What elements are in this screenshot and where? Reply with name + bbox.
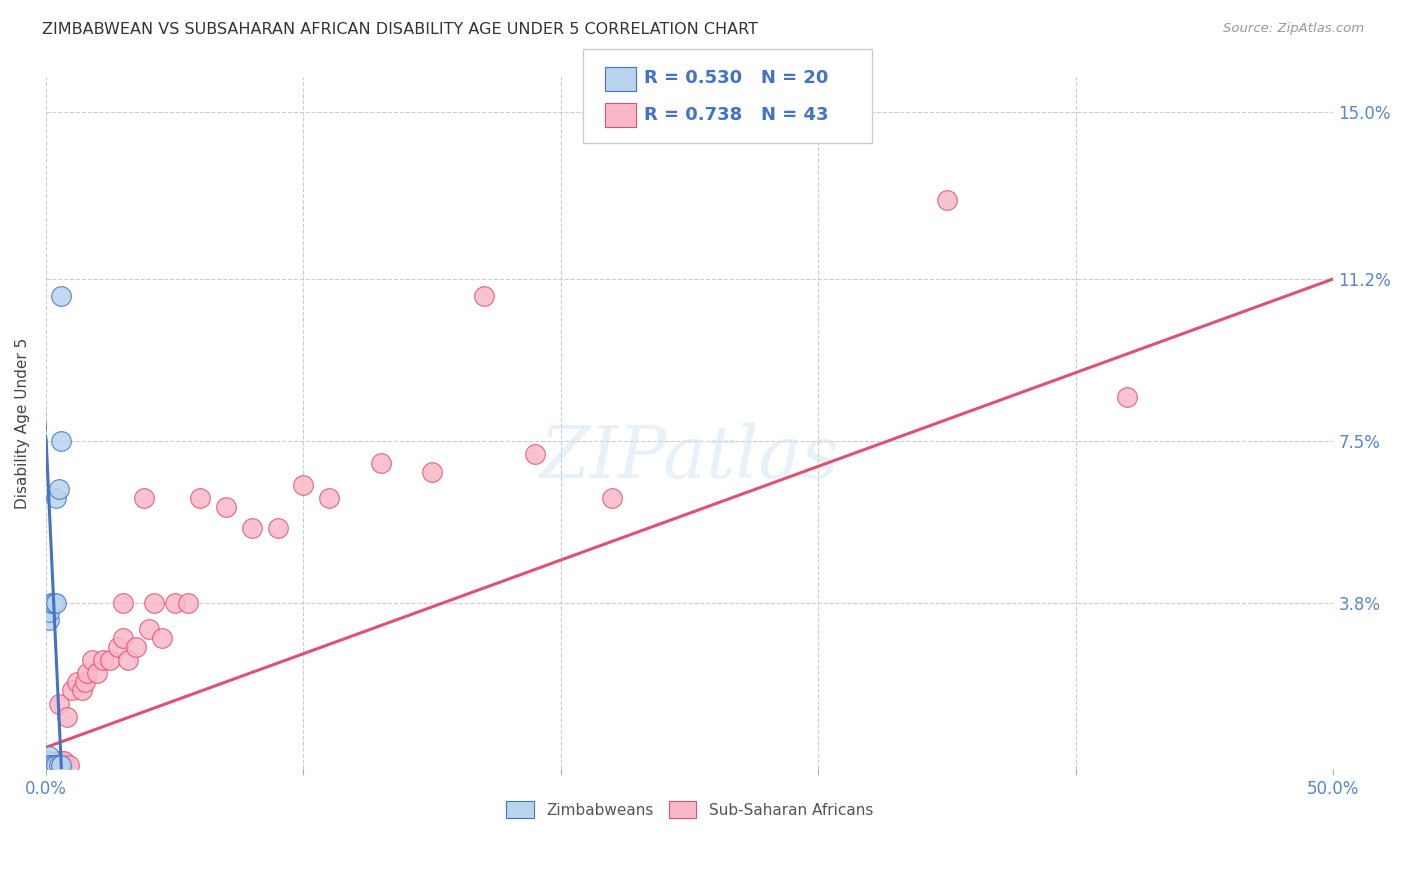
Point: [51, 754, 73, 768]
Point: [38, 605, 60, 619]
Text: R = 0.530   N = 20: R = 0.530 N = 20: [644, 70, 828, 87]
Point: [38, 758, 60, 772]
Point: [292, 477, 315, 491]
Point: [38, 758, 60, 772]
Point: [524, 447, 547, 461]
Point: [215, 500, 238, 514]
Point: [318, 491, 340, 505]
Point: [370, 456, 392, 470]
Point: [936, 193, 959, 207]
Point: [51, 289, 73, 303]
Text: R = 0.738   N = 43: R = 0.738 N = 43: [644, 106, 828, 124]
Point: [38, 749, 60, 764]
Text: ZIMBABWEAN VS SUBSAHARAN AFRICAN DISABILITY AGE UNDER 5 CORRELATION CHART: ZIMBABWEAN VS SUBSAHARAN AFRICAN DISABIL…: [42, 22, 758, 37]
Point: [42, 596, 65, 610]
Point: [117, 653, 139, 667]
Point: [143, 596, 166, 610]
Point: [125, 640, 148, 654]
Point: [163, 596, 186, 610]
Point: [48, 482, 70, 496]
Point: [38, 614, 60, 628]
Point: [86, 665, 108, 680]
Point: [82, 653, 104, 667]
Y-axis label: Disability Age Under 5: Disability Age Under 5: [15, 338, 30, 509]
Point: [73, 674, 96, 689]
Legend: Zimbabweans, Sub-Saharan Africans: Zimbabweans, Sub-Saharan Africans: [501, 795, 879, 824]
Point: [472, 289, 495, 303]
Point: [60, 683, 83, 698]
Point: [91, 653, 114, 667]
Point: [267, 521, 290, 535]
Point: [38, 754, 60, 768]
Point: [51, 434, 73, 448]
Point: [112, 596, 135, 610]
Point: [45, 754, 67, 768]
Point: [1116, 390, 1139, 404]
Point: [132, 491, 155, 505]
Point: [48, 697, 70, 711]
Point: [76, 665, 98, 680]
Point: [70, 683, 93, 698]
Point: [39, 758, 62, 772]
Point: [45, 758, 67, 772]
Point: [55, 710, 77, 724]
Point: [107, 640, 129, 654]
Point: [45, 491, 67, 505]
Point: [98, 653, 121, 667]
Point: [240, 521, 263, 535]
Point: [138, 622, 160, 636]
Point: [190, 491, 212, 505]
Point: [176, 596, 198, 610]
Point: [38, 758, 60, 772]
Point: [48, 758, 70, 772]
Point: [48, 758, 70, 772]
Point: [38, 758, 60, 772]
Point: [58, 758, 80, 772]
Text: Source: ZipAtlas.com: Source: ZipAtlas.com: [1223, 22, 1364, 36]
Point: [39, 596, 62, 610]
Point: [39, 758, 62, 772]
Point: [112, 631, 135, 645]
Point: [38, 758, 60, 772]
Point: [150, 631, 173, 645]
Text: ZIPatlas: ZIPatlas: [540, 423, 839, 493]
Point: [51, 758, 73, 772]
Point: [66, 674, 89, 689]
Point: [42, 758, 65, 772]
Point: [602, 491, 624, 505]
Point: [42, 758, 65, 772]
Point: [53, 754, 76, 768]
Point: [45, 596, 67, 610]
Point: [420, 465, 443, 479]
